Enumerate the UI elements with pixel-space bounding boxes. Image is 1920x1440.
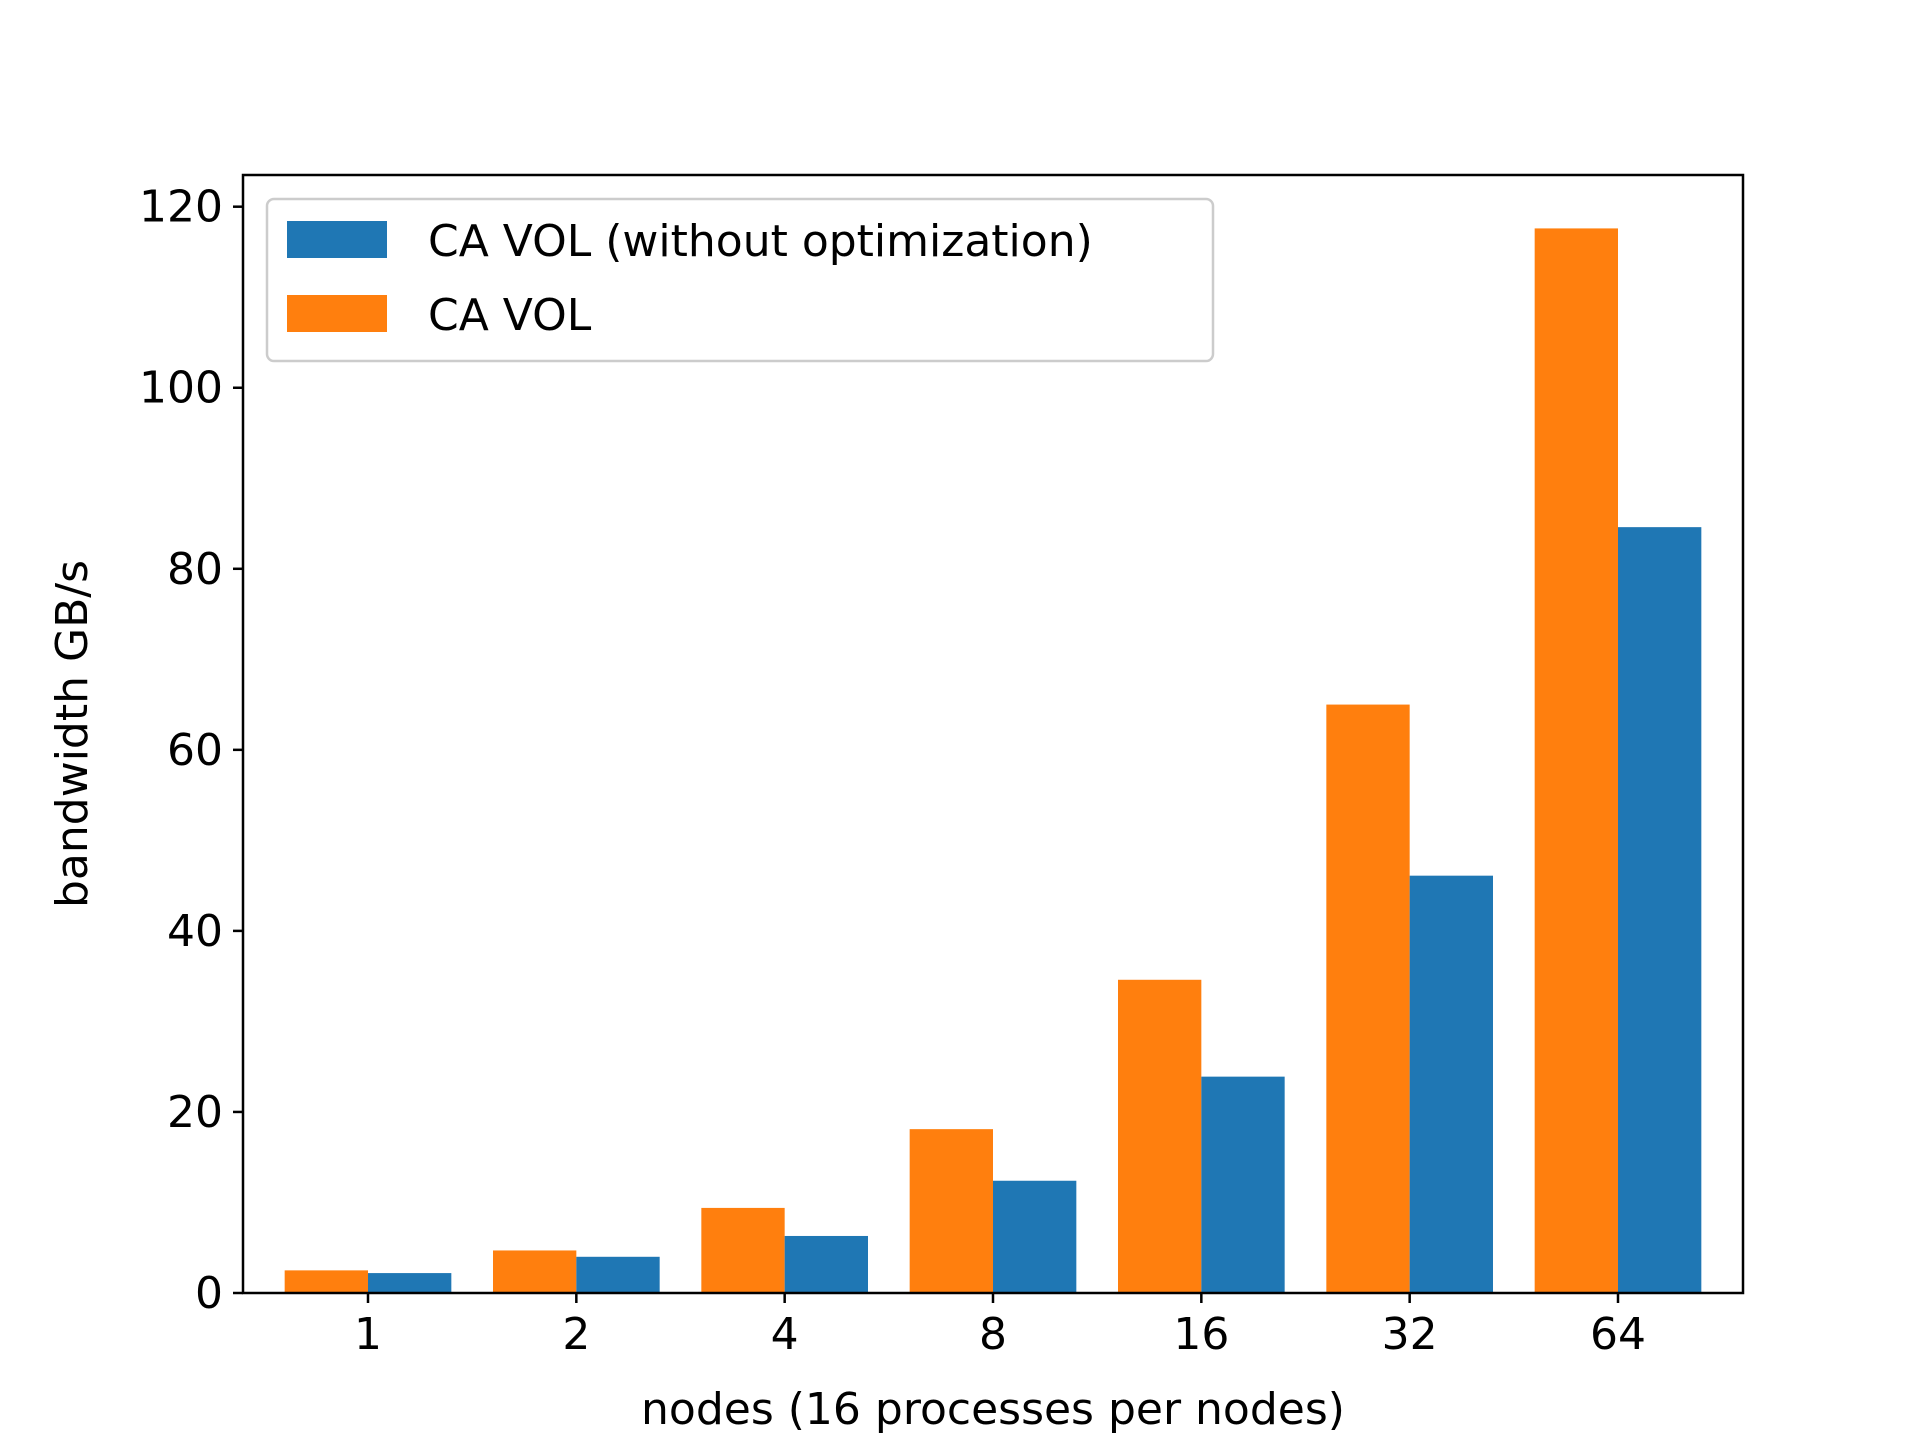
- x-tick-label: 1: [354, 1309, 382, 1360]
- bar-series0-cat2: [701, 1207, 785, 1293]
- y-tick-label: 40: [167, 906, 223, 957]
- bar-series0-cat3: [909, 1129, 993, 1293]
- bar-series0-cat0: [284, 1270, 368, 1293]
- y-tick-label: 60: [167, 725, 223, 776]
- bar-series1-cat2: [784, 1235, 868, 1293]
- x-tick-label: 32: [1382, 1309, 1438, 1360]
- bars-group: [284, 228, 1702, 1293]
- y-tick-label: 20: [167, 1087, 223, 1138]
- bar-series0-cat1: [493, 1250, 577, 1293]
- legend-entry-label: CA VOL (without optimization): [428, 216, 1093, 267]
- plot-frame: [241, 173, 1745, 1295]
- x-tick-label: 4: [771, 1309, 799, 1360]
- y-tick-label: 0: [195, 1268, 223, 1319]
- bar-series1-cat5: [1409, 875, 1493, 1293]
- bar-series1-cat3: [993, 1180, 1077, 1293]
- bar-series0-cat5: [1326, 704, 1410, 1293]
- legend-swatch: [287, 221, 387, 258]
- x-tick-label: 16: [1173, 1309, 1229, 1360]
- bar-series1-cat6: [1618, 527, 1702, 1293]
- x-axis-ticks: 1 2 4 8 16 32 64: [354, 1293, 1646, 1360]
- y-tick-label: 80: [167, 544, 223, 595]
- y-tick-label: 100: [139, 363, 223, 414]
- y-tick-label: 120: [139, 182, 223, 233]
- bar-series0-cat4: [1118, 979, 1202, 1293]
- bar-series0-cat6: [1534, 228, 1618, 1293]
- legend-swatch: [287, 295, 387, 332]
- bar-series1-cat0: [368, 1273, 452, 1293]
- legend-box: [265, 197, 1215, 363]
- x-tick-label: 8: [979, 1309, 1007, 1360]
- legend-entry-label: CA VOL: [428, 290, 592, 341]
- y-axis-label: bandwidth GB/s: [47, 560, 98, 908]
- bar-series1-cat4: [1201, 1076, 1285, 1293]
- x-tick-label: 64: [1590, 1309, 1646, 1360]
- bar-series1-cat1: [576, 1256, 660, 1293]
- y-axis-ticks: 0 20 40 60 80 100 120: [139, 182, 243, 1319]
- x-axis-label: nodes (16 processes per nodes): [641, 1384, 1345, 1435]
- legend: CA VOL (without optimization) CA VOL: [265, 197, 1215, 363]
- x-tick-label: 2: [562, 1309, 590, 1360]
